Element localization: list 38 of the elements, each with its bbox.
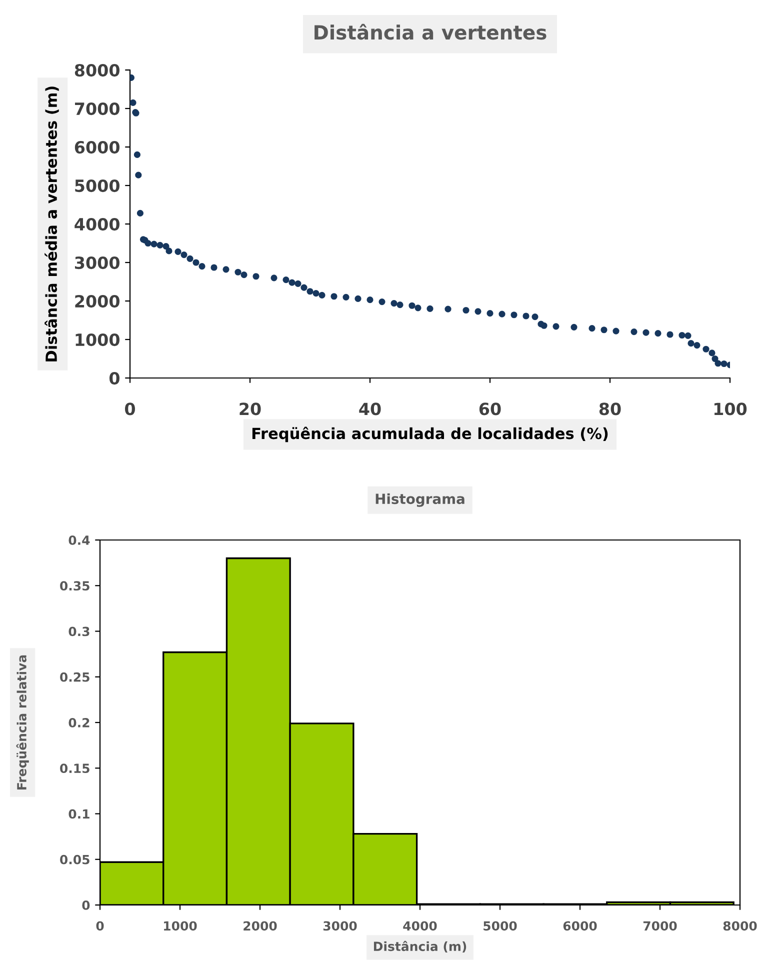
x-tick-label: 7000 [643, 921, 677, 931]
x-axis-title: Distância (m) [374, 940, 466, 953]
x-tick-label: 2000 [244, 921, 277, 931]
y-tick-label: 0.35 [60, 581, 90, 591]
y-tick-label: 0.3 [68, 626, 90, 636]
x-tick-label: 100 [714, 402, 747, 416]
x-tick-label: 60 [479, 402, 501, 416]
y-tick-label: 2000 [75, 294, 120, 308]
y-tick-label: 0.05 [60, 854, 90, 864]
x-tick-label: 20 [240, 402, 261, 416]
y-tick-label: 0.1 [68, 809, 90, 819]
x-tick-label: 80 [599, 402, 621, 416]
y-tick-label: 8000 [74, 64, 120, 77]
y-tick-label: 0.25 [60, 672, 90, 682]
x-tick-label: 8000 [723, 921, 757, 931]
x-tick-label: 3000 [323, 921, 357, 931]
y-tick-label: 0.2 [68, 718, 90, 728]
x-tick-label: 4000 [403, 921, 437, 931]
x-tick-label: 6000 [563, 921, 597, 931]
x-axis-title: Freqüência acumulada de localidades (%) [252, 426, 608, 442]
x-tick-label: 5000 [484, 921, 517, 931]
y-tick-label: 4000 [74, 218, 120, 231]
y-tick-label: 0.4 [68, 535, 90, 545]
y-tick-label: 0.15 [60, 764, 90, 774]
x-tick-label: 0 [125, 402, 135, 416]
y-tick-label: 0 [82, 900, 90, 910]
y-tick-label: 1000 [76, 333, 120, 346]
y-axis-title: Distância média a vertentes (m) [44, 86, 59, 362]
y-tick-label: 6000 [74, 140, 120, 154]
y-tick-label: 0 [109, 372, 120, 385]
x-tick-label: 1000 [164, 921, 197, 931]
chart-title: Histograma [376, 493, 464, 507]
y-axis-title: Freqüência relativa [16, 655, 29, 790]
x-tick-label: 40 [359, 402, 381, 416]
chart-title: Distância a vertentes [314, 24, 546, 40]
y-tick-label: 5000 [75, 179, 120, 192]
y-tick-label: 3000 [75, 256, 120, 270]
y-tick-label: 7000 [75, 102, 120, 116]
